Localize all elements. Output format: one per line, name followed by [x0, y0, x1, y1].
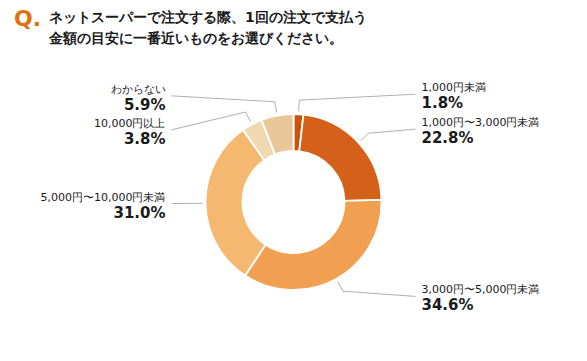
- slice: [299, 115, 381, 201]
- data-label: 1.8%: [422, 94, 464, 112]
- data-label: 22.8%: [422, 129, 474, 147]
- chart: Q. ネットスーパーで注文する際、1回の注文で支払う金額の目安に一番近いものをお選…: [0, 0, 587, 361]
- category-label: わからない: [111, 83, 166, 96]
- donut: [205, 114, 381, 290]
- category-label: 5,000円〜10,000円未満: [41, 191, 166, 204]
- data-label: 5.9%: [124, 96, 166, 114]
- data-label: 31.0%: [113, 204, 165, 222]
- leader-line: [172, 203, 203, 204]
- slice: [262, 114, 294, 154]
- slice: [205, 130, 265, 276]
- data-label: 3.8%: [124, 130, 166, 148]
- leader-line: [172, 112, 251, 130]
- labels: 1,000円未満1.8% 1,000円〜3,000円未満22.8% 3,000円〜5…: [41, 81, 540, 314]
- leader-line: [299, 94, 416, 111]
- category-label: 3,000円〜5,000円未満: [422, 283, 540, 296]
- leader-line: [361, 129, 416, 140]
- title: ネットスーパーで注文する際、1回の注文で支払う金額の目安に一番近いものをお選びく…: [48, 9, 367, 46]
- leader-line: [172, 96, 277, 113]
- annotation: Q.: [14, 6, 41, 31]
- category-label: 1,000円〜3,000円未満: [422, 116, 540, 129]
- leader-line: [338, 282, 416, 297]
- category-label: 1,000円未満: [422, 81, 487, 94]
- category-label: 10,000円以上: [94, 117, 166, 130]
- data-label: 34.6%: [422, 296, 474, 314]
